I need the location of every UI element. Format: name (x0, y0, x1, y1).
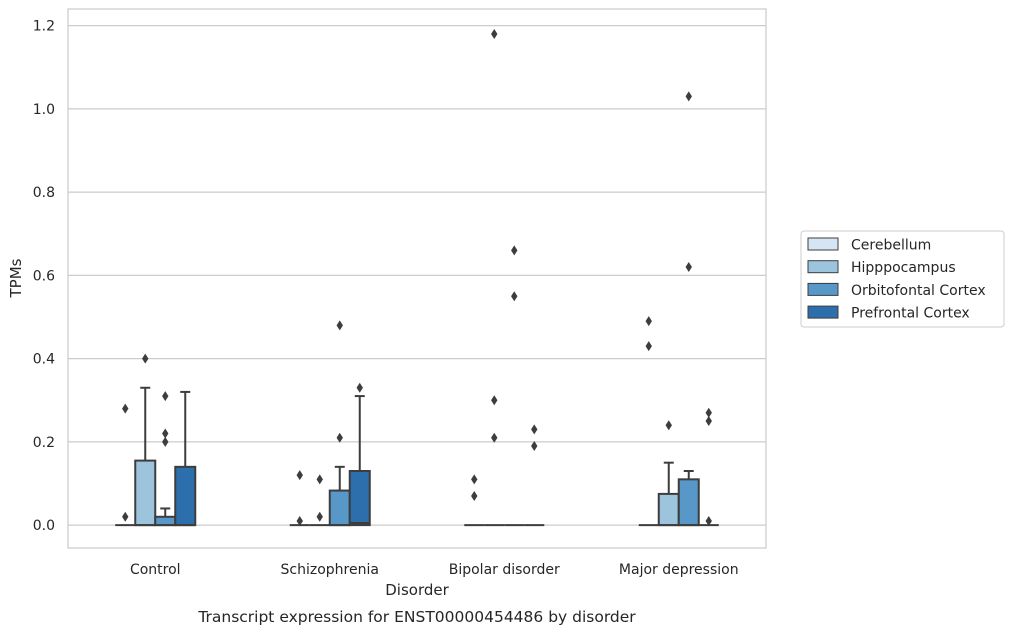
outlier-point (162, 436, 169, 447)
outlier-point (122, 511, 129, 522)
box (309, 474, 330, 527)
outlier-point (685, 262, 692, 273)
outlier-point (336, 320, 343, 331)
outlier-point (685, 91, 692, 102)
x-axis-ticks: Control Schizophrenia Bipolar disorder Majo… (130, 562, 739, 578)
outlier-point (316, 511, 323, 522)
series-hipppocampus (134, 28, 680, 527)
legend-swatch (807, 260, 839, 274)
x-tick-label: Control (130, 562, 181, 578)
box-body (154, 515, 177, 527)
legend-swatch (807, 282, 839, 296)
outlier-point (296, 515, 303, 526)
box (348, 382, 371, 527)
box (289, 470, 310, 527)
box-body (348, 470, 371, 527)
legend-label: Prefrontal Cortex (851, 306, 970, 322)
box-body (657, 492, 680, 527)
plot-frame (67, 8, 767, 549)
outlier-point (511, 291, 518, 302)
box-series (115, 28, 719, 527)
outlier-point (491, 28, 498, 39)
x-axis-label: Disorder (385, 581, 449, 599)
outlier-point (316, 474, 323, 485)
series-prefrontal-cortex (174, 382, 719, 527)
legend: Cerebellum Hipppocampus Orbitofontal Corte… (800, 230, 1005, 328)
legend-label: Hipppocampus (851, 260, 956, 276)
chart-title: Transcript expression for ENST0000045448… (197, 608, 636, 626)
outlier-point (511, 245, 518, 256)
outlier-point (122, 403, 129, 414)
box (134, 353, 157, 527)
x-tick-label: Major depression (619, 562, 739, 578)
plot-background (68, 9, 766, 548)
box (677, 91, 700, 527)
box (464, 474, 485, 527)
outlier-point (531, 441, 538, 452)
outlier-point (356, 382, 363, 393)
box (115, 403, 136, 527)
legend-label: Orbitofontal Cortex (851, 283, 986, 299)
y-tick-label: 0.0 (33, 518, 55, 534)
outlier-point (645, 316, 652, 327)
y-tick-label: 0.4 (33, 352, 55, 368)
outlier-point (296, 470, 303, 481)
outlier-point (142, 353, 149, 364)
legend-swatch (807, 305, 839, 319)
y-tick-label: 0.2 (33, 435, 55, 451)
box-body (134, 459, 157, 527)
y-tick-label: 0.6 (33, 268, 55, 284)
box (638, 316, 659, 527)
x-tick-label: Schizophrenia (281, 562, 379, 578)
y-tick-label: 0.8 (33, 185, 55, 201)
outlier-point (491, 395, 498, 406)
outlier-point (471, 474, 478, 485)
series-orbitofontal-cortex (154, 91, 700, 527)
outlier-point (665, 420, 672, 431)
y-tick-label: 1.0 (33, 102, 55, 118)
y-tick-label: 1.2 (33, 19, 55, 35)
series-cerebellum (115, 316, 659, 527)
box-body (677, 478, 700, 527)
box-body (328, 489, 351, 527)
box (154, 391, 177, 527)
legend-label: Cerebellum (851, 238, 931, 254)
y-axis-label: TPMs (7, 258, 25, 298)
outlier-point (645, 341, 652, 352)
outlier-point (162, 391, 169, 402)
outlier-point (705, 515, 712, 526)
outlier-point (705, 416, 712, 427)
y-axis-ticks: 0.0 0.2 0.4 0.6 0.8 1.0 1.2 (33, 19, 55, 534)
outlier-point (531, 424, 538, 435)
x-tick-label: Bipolar disorder (449, 562, 560, 578)
box (484, 28, 505, 527)
box (524, 424, 545, 527)
box-body (174, 465, 197, 527)
box (174, 390, 197, 527)
box (328, 320, 351, 527)
legend-swatch (807, 237, 839, 251)
outlier-point (162, 428, 169, 439)
outlier-point (471, 490, 478, 501)
legend-frame (800, 230, 1005, 328)
outlier-point (336, 432, 343, 443)
box (698, 407, 719, 527)
box (504, 245, 525, 527)
outlier-point (705, 407, 712, 418)
outlier-point (491, 432, 498, 443)
